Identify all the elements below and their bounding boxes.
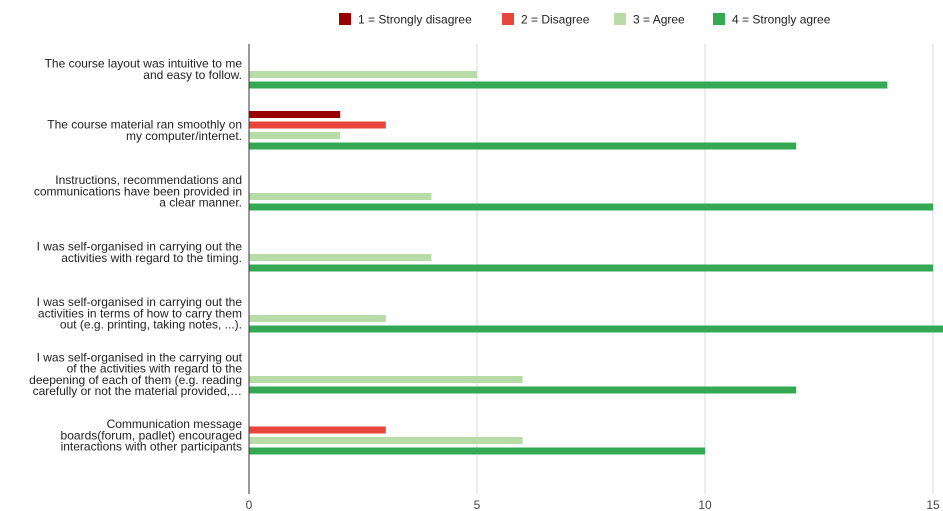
- category-label-line: carefully or not the material provided,…: [33, 384, 242, 398]
- category-label: The course layout was intuitive to me and…: [45, 57, 243, 82]
- legend-label: 2 = Disagree: [521, 13, 590, 27]
- bar-strongly-agree: [249, 203, 933, 211]
- category-label-line: Communication message: [107, 417, 243, 431]
- bar-agree: [249, 132, 341, 139]
- bar-strongly-agree: [249, 142, 797, 150]
- bar-disagree: [249, 121, 386, 129]
- legend-label: 3 = Agree: [633, 13, 685, 27]
- legend-swatch: [339, 13, 351, 25]
- bar-agree: [249, 71, 477, 78]
- category-label-line: communications have been provided in: [34, 184, 242, 198]
- category-label-line: The course layout was intuitive to me: [45, 57, 243, 71]
- category-label-line: deepening of each of them (e.g. reading: [29, 373, 242, 387]
- category-label-line: The course material ran smoothly on: [47, 118, 242, 132]
- category-label: I was self-organised in the carrying out…: [29, 350, 242, 398]
- chart-bars: [249, 71, 943, 455]
- x-tick-label: 5: [474, 498, 481, 511]
- category-label-line: my computer/internet.: [126, 129, 242, 143]
- bar-strongly-agree: [249, 325, 943, 333]
- category-label-line: Instructions, recommendations and: [55, 173, 242, 187]
- legend-swatch: [713, 13, 725, 25]
- bar-strongly-agree: [249, 447, 705, 455]
- bar-strongly-agree: [249, 264, 933, 272]
- bar-agree: [249, 437, 523, 444]
- bar-agree: [249, 254, 432, 261]
- bar-strongly-agree: [249, 81, 888, 89]
- x-tick-label: 15: [926, 498, 940, 511]
- category-label: Instructions, recommendations and communi…: [34, 173, 242, 210]
- chart-legend: 1 = Strongly disagree 2 = Disagree 3 = Agr…: [339, 13, 831, 27]
- bar-strongly-disagree: [249, 111, 341, 118]
- bar-strongly-agree: [249, 386, 797, 394]
- category-labels: The course layout was intuitive to me and…: [29, 57, 242, 454]
- legend-label: 1 = Strongly disagree: [358, 13, 472, 27]
- bar-disagree: [249, 426, 386, 434]
- category-label-line: and easy to follow.: [143, 68, 242, 82]
- category-label-line: activities with regard to the timing.: [61, 251, 242, 265]
- category-label: I was self-organised in carrying out the…: [37, 240, 243, 265]
- category-label-line: out (e.g. printing, taking notes, ...).: [60, 318, 242, 332]
- legend-swatch: [502, 13, 514, 25]
- category-label-line: I was self-organised in carrying out the: [37, 240, 243, 254]
- x-tick-label: 10: [698, 498, 712, 511]
- x-axis-tick-labels: 0 5 10 15: [246, 498, 940, 511]
- x-tick-label: 0: [246, 498, 253, 511]
- category-label-line: interactions with other participants: [61, 440, 242, 454]
- category-label-line: activities in terms of how to carry them: [38, 306, 242, 320]
- category-label: The course material ran smoothly on my co…: [47, 118, 242, 143]
- category-label: I was self-organised in carrying out the…: [37, 295, 243, 332]
- category-label-line: I was self-organised in carrying out the: [37, 295, 243, 309]
- category-label-line: of the activities with regard to the: [67, 362, 243, 376]
- category-label-line: a clear manner.: [159, 196, 242, 210]
- bar-agree: [249, 193, 432, 200]
- legend-label: 4 = Strongly agree: [732, 13, 831, 27]
- legend-swatch: [614, 13, 626, 25]
- bar-agree: [249, 315, 386, 322]
- category-label: Communication message boards(forum, padle…: [61, 417, 243, 454]
- bar-agree: [249, 376, 523, 383]
- category-label-line: I was self-organised in the carrying out: [37, 350, 243, 364]
- category-label-line: boards(forum, padlet) encouraged: [61, 428, 242, 442]
